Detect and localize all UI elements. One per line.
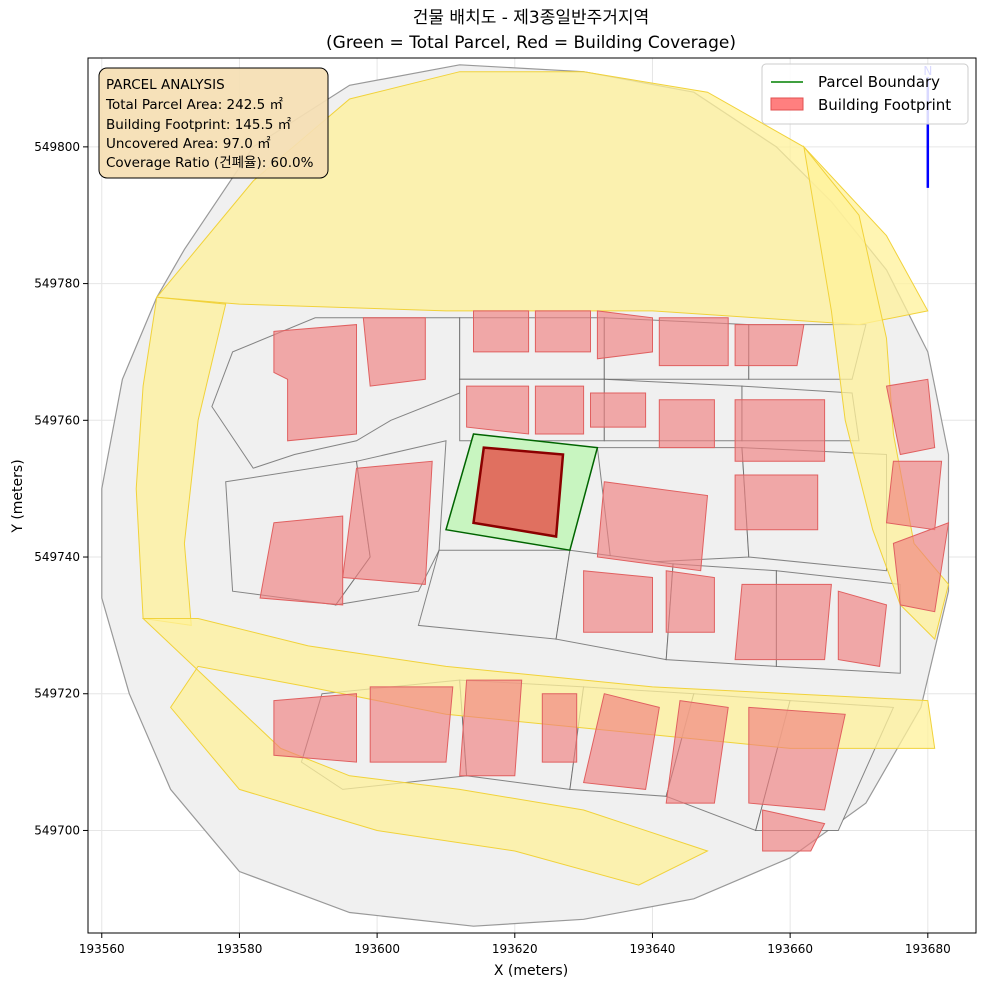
building-14: [342, 460, 433, 585]
x-tick-label-3: 193620: [492, 942, 538, 956]
building-9: [590, 392, 647, 428]
building-29: [748, 706, 846, 811]
building-19: [837, 590, 888, 667]
chart-title-line2: (Green = Total Parcel, Red = Building Co…: [326, 33, 736, 53]
building-24: [369, 686, 454, 763]
analysis-line-uncovered-area: Uncovered Area: 97.0 ㎡: [106, 136, 271, 152]
y-tick-label-2: 549740: [34, 550, 80, 564]
building-7: [466, 385, 530, 435]
building-20: [885, 378, 936, 456]
legend: Parcel Boundary Building Footprint: [761, 63, 969, 125]
building-10: [658, 399, 715, 449]
x-tick-label-0: 193560: [79, 942, 125, 956]
target-building: [472, 446, 565, 538]
analysis-line-total-area: Total Parcel Area: 242.5 ㎡: [105, 97, 283, 113]
building-22: [892, 522, 950, 613]
building-13: [596, 481, 709, 572]
y-tick-label-0: 549700: [34, 823, 80, 837]
building-11: [734, 399, 826, 462]
x-axis-ticks: 193560 193580 193600 193620 193640 193660 1936…: [79, 933, 951, 956]
analysis-box: PARCEL ANALYSIS Total Parcel Area: 242.5…: [98, 67, 329, 179]
building-0: [273, 324, 357, 442]
building-18: [734, 583, 832, 661]
legend-patch-building-footprint: [770, 97, 804, 111]
analysis-box-frame: [98, 67, 329, 179]
building-27: [582, 693, 660, 790]
plot-frame: [87, 57, 977, 934]
road-3: [803, 145, 950, 641]
y-tick-label-1: 549720: [34, 687, 80, 701]
road-2: [141, 618, 936, 886]
building-21: [885, 460, 943, 531]
building-12: [734, 474, 819, 531]
building-17: [665, 570, 715, 633]
legend-label-parcel-boundary: Parcel Boundary: [818, 73, 940, 91]
building-5: [658, 317, 729, 367]
building-1: [362, 317, 426, 387]
building-8: [534, 385, 585, 435]
plot-area: N: [87, 57, 977, 934]
road-polygons: [135, 71, 950, 886]
analysis-line-coverage-ratio: Coverage Ratio (건폐율): 60.0%: [106, 155, 314, 171]
analysis-line-building-footprint: Building Footprint: 145.5 ㎡: [106, 117, 292, 133]
building-6: [734, 324, 805, 367]
building-30: [762, 809, 826, 852]
x-tick-label-5: 193660: [767, 942, 813, 956]
building-28: [665, 700, 729, 804]
x-axis-label: X (meters): [494, 963, 568, 979]
target-parcel-group: [445, 433, 599, 552]
y-axis-ticks: 549700 549720 549740 549760 549780 549800: [34, 140, 88, 837]
building-2: [473, 310, 530, 353]
context-lot-11: [417, 549, 571, 640]
legend-frame: [761, 63, 969, 125]
legend-label-building-footprint: Building Footprint: [818, 96, 951, 114]
x-tick-label-1: 193580: [217, 942, 263, 956]
building-4: [596, 310, 653, 360]
building-26: [541, 693, 578, 763]
y-tick-label-5: 549800: [34, 140, 80, 154]
building-23: [273, 693, 357, 763]
building-15: [259, 515, 344, 606]
building-16: [583, 570, 653, 633]
x-tick-label-4: 193640: [630, 942, 676, 956]
x-tick-label-6: 193680: [905, 942, 951, 956]
y-tick-label-4: 549780: [34, 277, 80, 291]
analysis-title: PARCEL ANALYSIS: [106, 77, 225, 93]
y-axis-label: Y (meters): [10, 459, 26, 533]
y-tick-label-3: 549760: [34, 413, 80, 427]
building-25: [459, 679, 523, 777]
building-footprints: [259, 310, 950, 852]
building-3: [534, 310, 591, 353]
chart-title-line1: 건물 배치도 - 제3종일반주거지역: [413, 8, 649, 28]
x-tick-label-2: 193600: [354, 942, 400, 956]
